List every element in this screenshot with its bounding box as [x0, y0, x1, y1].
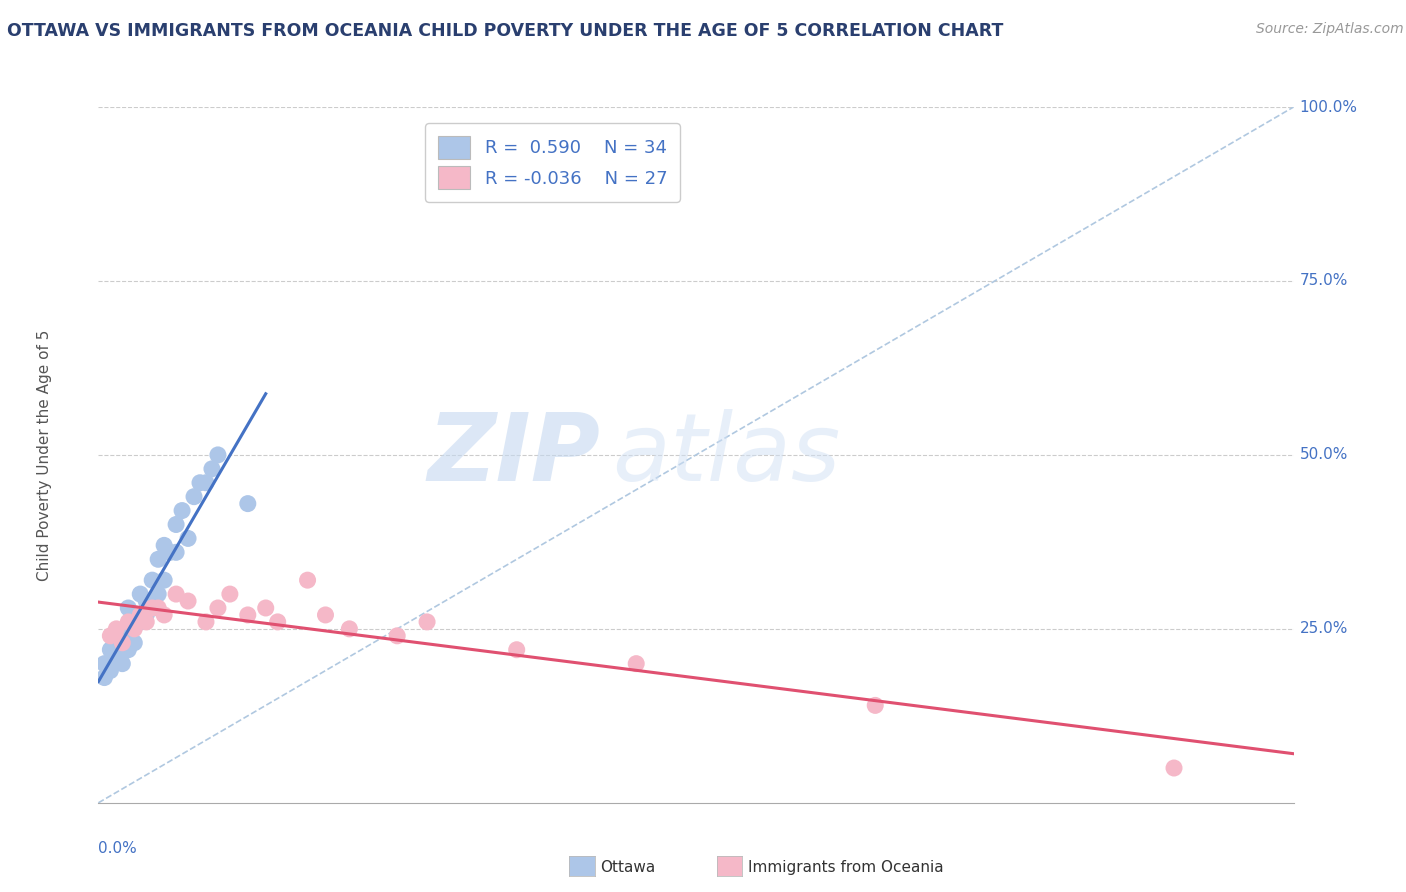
Point	[219, 587, 242, 601]
Point	[135, 594, 157, 608]
Point	[111, 636, 134, 650]
Point	[93, 671, 115, 685]
Point	[236, 607, 259, 622]
Point	[153, 573, 176, 587]
Point	[207, 448, 229, 462]
Point	[124, 636, 146, 650]
Point	[129, 587, 152, 601]
Point	[148, 552, 170, 566]
Text: 25.0%: 25.0%	[1299, 622, 1348, 636]
Point	[105, 636, 128, 650]
Text: Ottawa: Ottawa	[600, 860, 655, 874]
Point	[93, 657, 115, 671]
Point	[153, 538, 176, 552]
Point	[624, 657, 647, 671]
Point	[159, 545, 181, 559]
Point	[117, 601, 139, 615]
Point	[207, 601, 229, 615]
Point	[1163, 761, 1185, 775]
Point	[111, 657, 134, 671]
Point	[124, 622, 146, 636]
Point	[165, 587, 187, 601]
Point	[135, 607, 157, 622]
Point	[117, 629, 139, 643]
Text: 100.0%: 100.0%	[1299, 100, 1358, 114]
Text: atlas: atlas	[612, 409, 841, 500]
Point	[865, 698, 887, 713]
Point	[236, 497, 259, 511]
Point	[165, 545, 187, 559]
Point	[153, 607, 176, 622]
Text: Child Poverty Under the Age of 5: Child Poverty Under the Age of 5	[37, 329, 52, 581]
Text: 50.0%: 50.0%	[1299, 448, 1348, 462]
Point	[111, 642, 134, 657]
Point	[124, 607, 146, 622]
Point	[117, 642, 139, 657]
Point	[297, 573, 319, 587]
Point	[183, 490, 205, 504]
Point	[129, 615, 152, 629]
Point	[105, 622, 128, 636]
Point	[177, 594, 200, 608]
Text: Source: ZipAtlas.com: Source: ZipAtlas.com	[1256, 22, 1403, 37]
Point	[315, 607, 337, 622]
Point	[148, 601, 170, 615]
Point	[141, 601, 163, 615]
Point	[172, 503, 194, 517]
Legend: R =  0.590    N = 34, R = -0.036    N = 27: R = 0.590 N = 34, R = -0.036 N = 27	[425, 123, 681, 202]
Point	[194, 475, 218, 490]
Point	[194, 615, 218, 629]
Point	[188, 475, 211, 490]
Point	[177, 532, 200, 546]
Point	[129, 607, 152, 622]
Point	[339, 622, 360, 636]
Point	[267, 615, 290, 629]
Point	[141, 573, 163, 587]
Point	[135, 615, 157, 629]
Text: 75.0%: 75.0%	[1299, 274, 1348, 288]
Point	[98, 642, 122, 657]
Text: ZIP: ZIP	[427, 409, 600, 501]
Point	[201, 462, 224, 476]
Point	[416, 615, 439, 629]
Point	[141, 601, 163, 615]
Point	[105, 649, 128, 664]
Point	[117, 615, 139, 629]
Point	[148, 587, 170, 601]
Point	[254, 601, 277, 615]
Text: 0.0%: 0.0%	[98, 841, 138, 856]
Text: OTTAWA VS IMMIGRANTS FROM OCEANIA CHILD POVERTY UNDER THE AGE OF 5 CORRELATION C: OTTAWA VS IMMIGRANTS FROM OCEANIA CHILD …	[7, 22, 1004, 40]
Point	[506, 642, 529, 657]
Text: Immigrants from Oceania: Immigrants from Oceania	[748, 860, 943, 874]
Point	[385, 629, 409, 643]
Point	[98, 629, 122, 643]
Point	[165, 517, 187, 532]
Point	[98, 664, 122, 678]
